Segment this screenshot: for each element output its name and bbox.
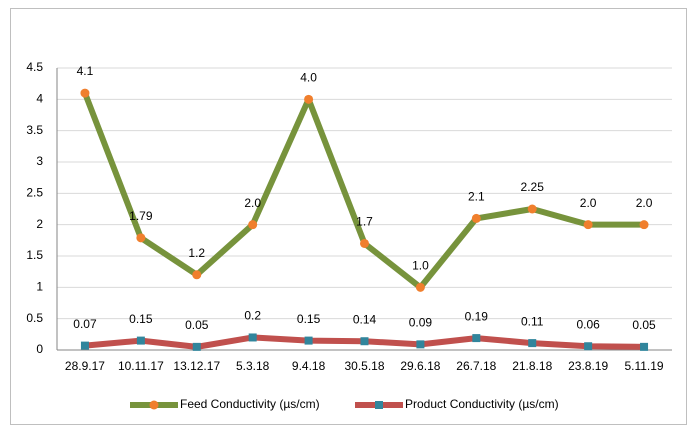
marker (472, 334, 481, 343)
marker (375, 401, 383, 409)
marker (149, 400, 159, 410)
marker (415, 282, 425, 292)
marker (583, 220, 593, 230)
data-label: 2.0 (580, 196, 597, 210)
marker (471, 213, 481, 223)
marker (304, 94, 314, 104)
x-tick-label: 5.3.18 (236, 359, 270, 373)
marker (304, 336, 313, 345)
y-tick-label: 0 (36, 342, 43, 356)
y-tick-label: 2 (36, 217, 43, 231)
marker (80, 341, 89, 350)
marker (584, 342, 593, 351)
data-label: 0.2 (244, 309, 261, 323)
legend-label: Feed Conductivity (µs/cm) (180, 397, 320, 411)
marker (136, 336, 145, 345)
x-tick-label: 26.7.18 (456, 359, 496, 373)
x-tick-label: 13.12.17 (173, 359, 220, 373)
y-tick-label: 1.5 (26, 248, 43, 262)
data-label: 2.0 (636, 196, 653, 210)
data-label: 1.0 (412, 259, 429, 273)
y-tick-label: 3.5 (26, 123, 43, 137)
marker (639, 220, 649, 230)
marker (136, 233, 146, 243)
data-label: 0.15 (129, 312, 153, 326)
marker (248, 333, 257, 342)
x-tick-label: 21.8.18 (512, 359, 552, 373)
data-label: 0.05 (632, 318, 656, 332)
marker (528, 339, 537, 348)
y-tick-label: 3 (36, 154, 43, 168)
data-label: 2.0 (244, 196, 261, 210)
y-tick-label: 2.5 (26, 186, 43, 200)
data-label: 0.06 (576, 317, 600, 331)
marker (80, 88, 90, 98)
data-label: 0.15 (297, 312, 321, 326)
marker (416, 340, 425, 349)
marker (527, 204, 537, 214)
data-label: 0.11 (521, 314, 544, 328)
marker (360, 238, 369, 248)
marker (192, 342, 201, 351)
y-tick-label: 4.5 (26, 60, 43, 74)
marker (640, 342, 649, 351)
data-label: 0.19 (465, 309, 489, 323)
x-tick-label: 29.6.18 (400, 359, 440, 373)
data-label: 2.25 (521, 180, 545, 194)
data-label: 1.79 (129, 209, 153, 223)
data-label: 4.0 (300, 71, 317, 85)
x-tick-label: 9.4.18 (292, 359, 326, 373)
y-tick-label: 0.5 (26, 311, 43, 325)
x-tick-label: 10.11.17 (118, 359, 164, 373)
data-label: 1.7 (356, 215, 373, 229)
chart-border (10, 8, 687, 425)
legend-label: Product Conductivity (µs/cm) (405, 397, 559, 411)
data-label: 0.07 (73, 317, 97, 331)
x-tick-label: 28.9.17 (65, 359, 105, 373)
marker (192, 270, 202, 280)
y-tick-label: 1 (36, 280, 43, 294)
x-tick-label: 30.5.18 (344, 359, 384, 373)
data-label: 0.05 (185, 318, 209, 332)
data-label: 0.14 (353, 312, 377, 326)
x-tick-label: 23.8.19 (568, 359, 608, 373)
data-label: 1.2 (188, 246, 205, 260)
marker (248, 220, 258, 230)
marker (360, 337, 369, 346)
x-tick-label: 5.11.19 (624, 359, 663, 373)
data-label: 0.09 (409, 316, 433, 330)
data-label: 4.1 (77, 64, 94, 78)
data-label: 2.1 (468, 190, 485, 204)
y-tick-label: 4 (36, 92, 43, 106)
